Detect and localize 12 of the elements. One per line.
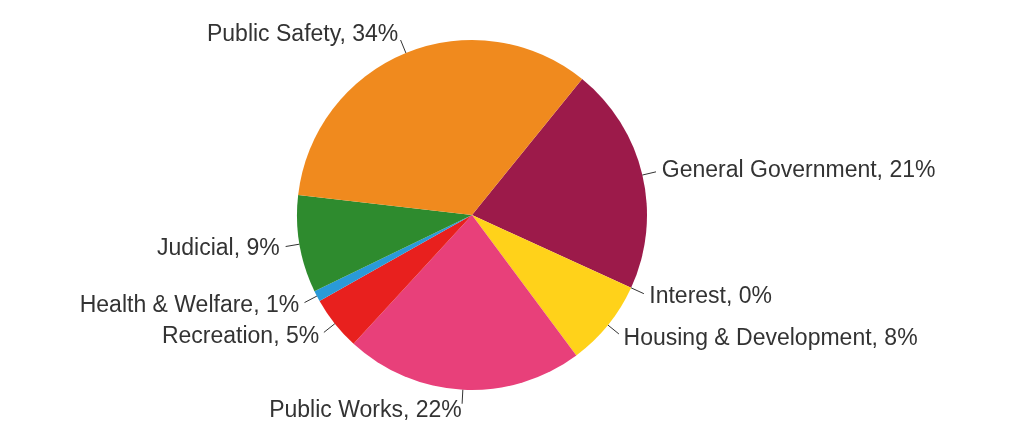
pie-slice: [319, 215, 472, 344]
pie-slice: [353, 215, 577, 390]
pie-slice: [297, 194, 472, 292]
slice-label: Judicial, 9%: [157, 233, 280, 260]
slice-label: Public Works, 22%: [269, 395, 462, 422]
slice-label: Recreation, 5%: [161, 322, 320, 349]
pie-slice: [472, 79, 647, 288]
slice-label: Housing & Development, 8%: [623, 323, 918, 350]
slice-label: General Government, 21%: [661, 156, 936, 183]
legend-label: Interest, 0%: [649, 282, 773, 309]
slice-label: Health & Welfare, 1%: [79, 291, 300, 318]
slice-label: Public Safety, 34%: [206, 20, 399, 47]
